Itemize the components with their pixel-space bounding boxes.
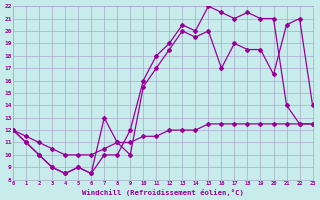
X-axis label: Windchill (Refroidissement éolien,°C): Windchill (Refroidissement éolien,°C) (82, 189, 244, 196)
